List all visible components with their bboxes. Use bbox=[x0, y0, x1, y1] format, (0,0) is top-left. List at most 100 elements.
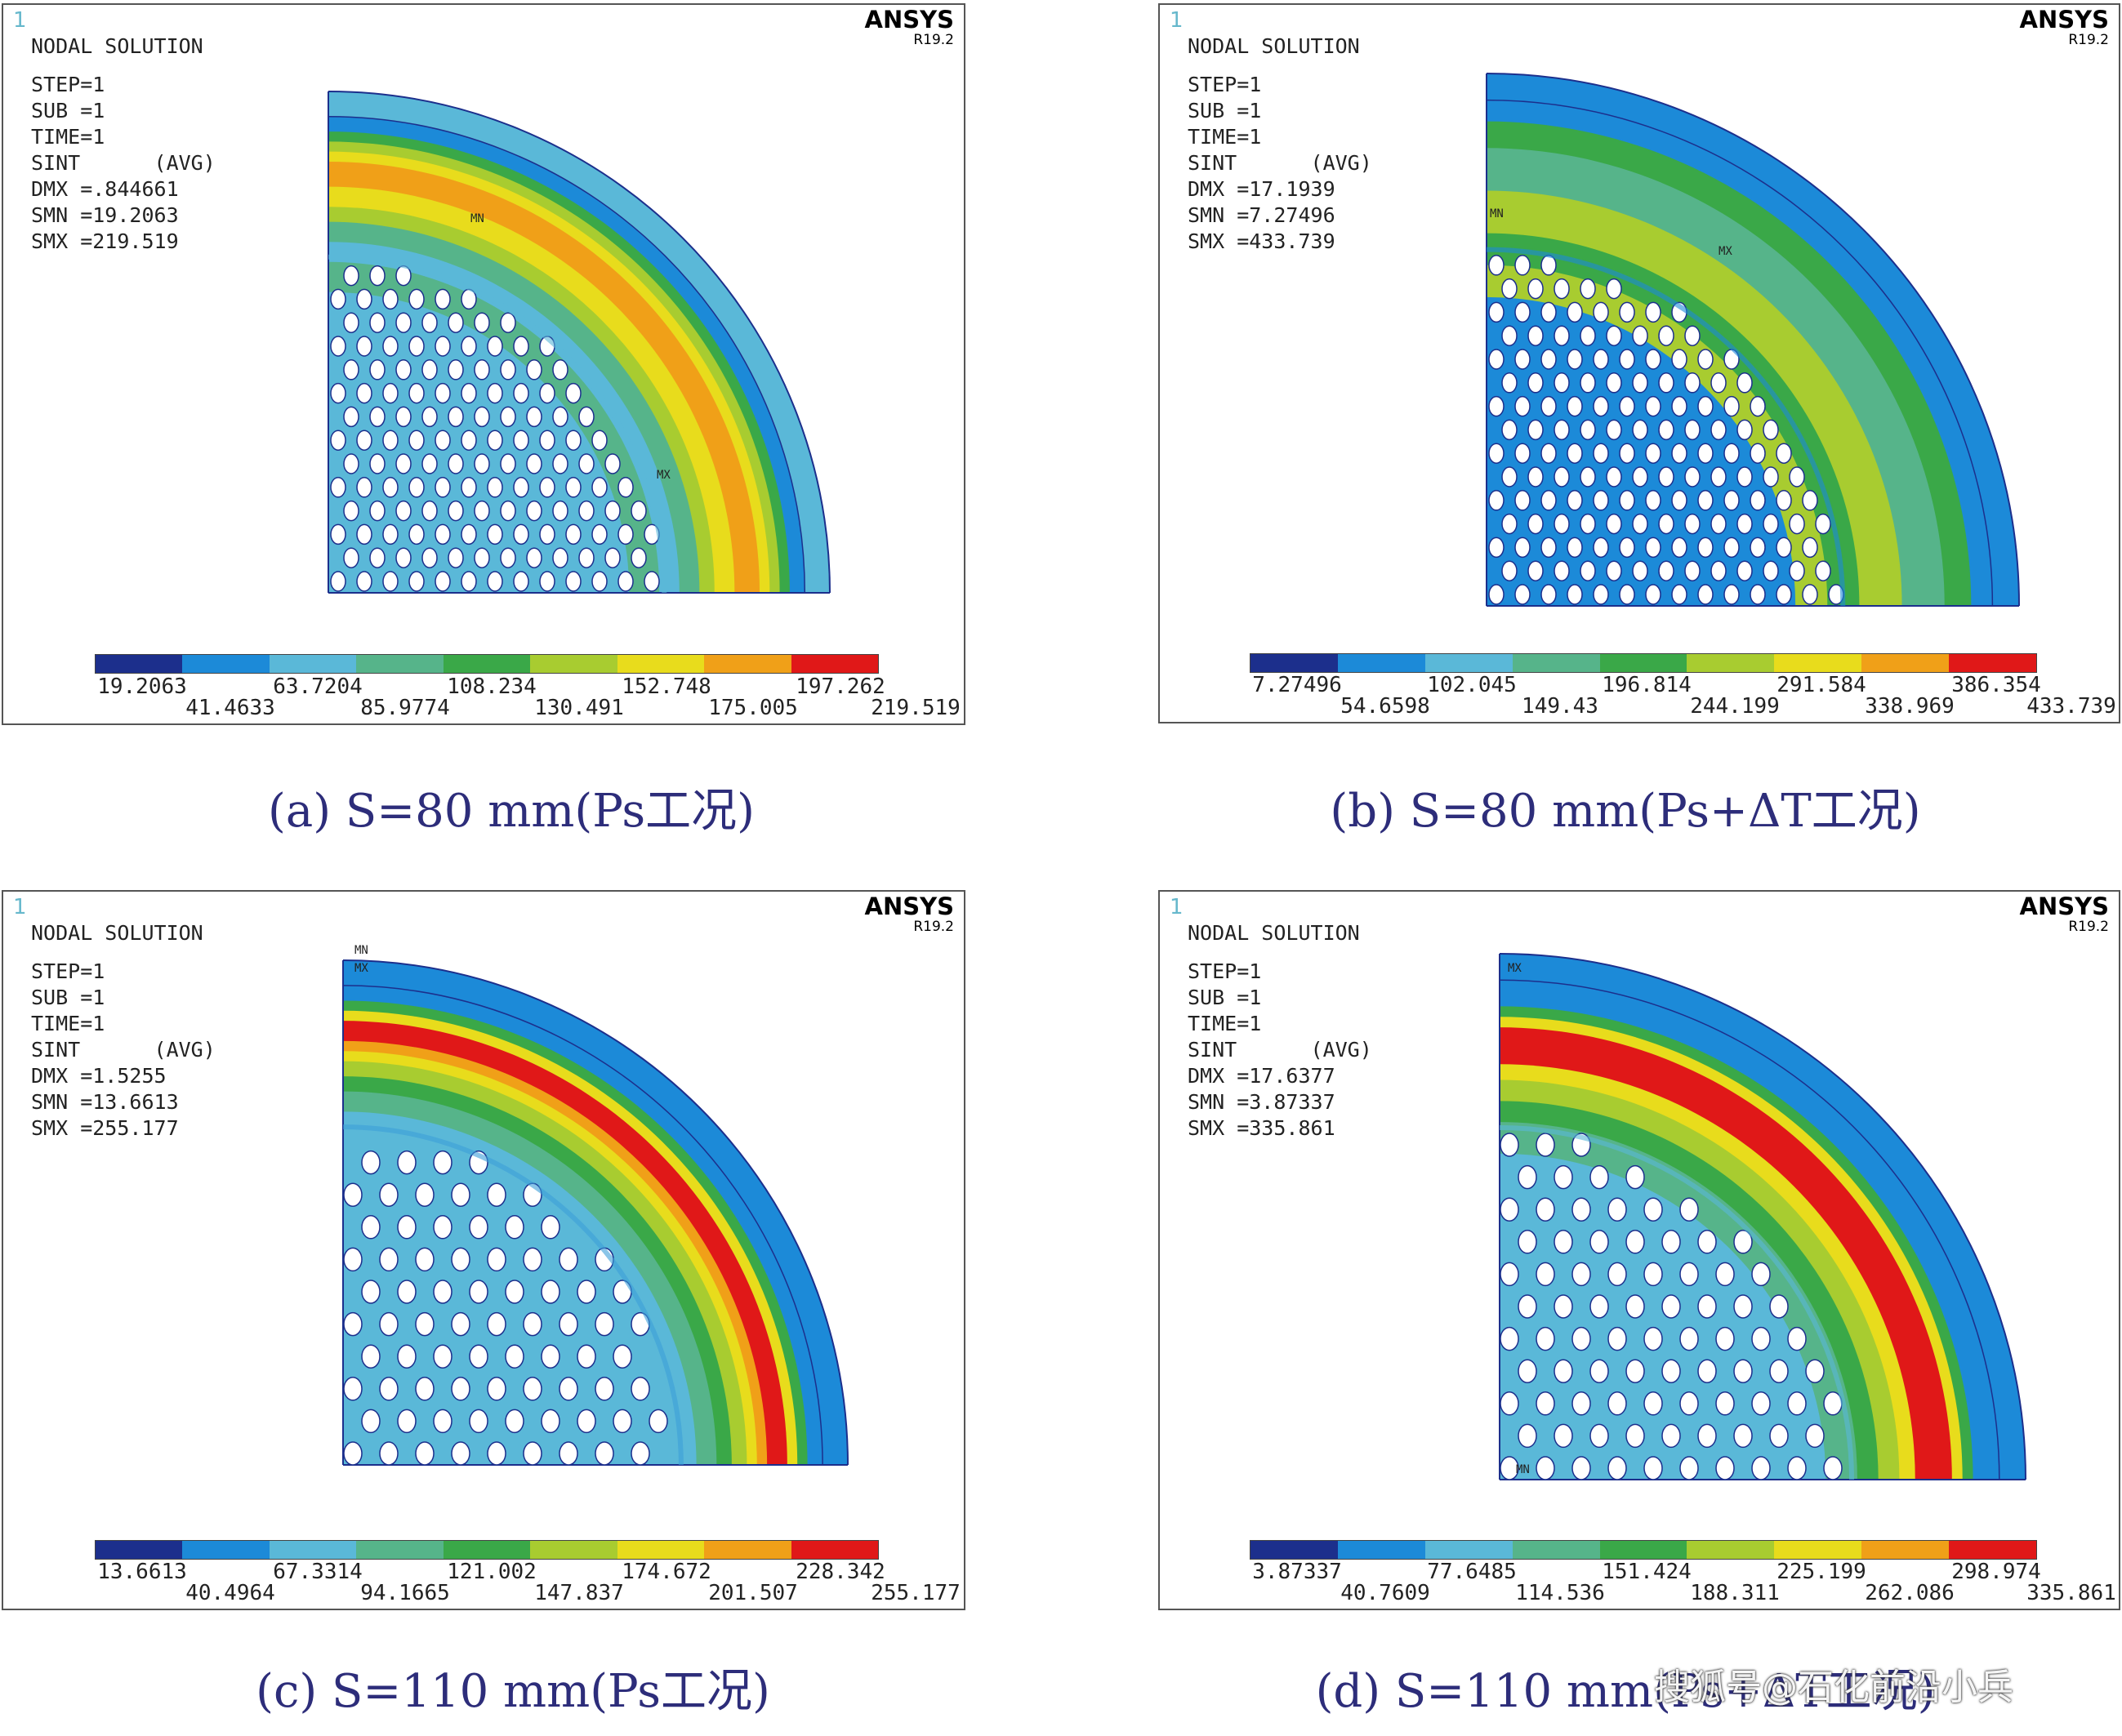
shell-outline bbox=[1499, 953, 2026, 1480]
caption-b: (b) S=80 mm(Ps+ΔT工况) bbox=[1330, 785, 1921, 838]
legend-swatch bbox=[96, 655, 183, 673]
tube-hole bbox=[1619, 584, 1635, 605]
tube-hole bbox=[631, 1441, 650, 1466]
tube-hole bbox=[565, 382, 582, 404]
tube-hole bbox=[1715, 1262, 1735, 1287]
tube-hole bbox=[552, 500, 568, 522]
info-step: STEP=1 bbox=[1188, 73, 1262, 96]
mn-marker: MN bbox=[470, 212, 484, 225]
legend-swatch bbox=[1512, 654, 1600, 672]
tube-hole bbox=[1536, 1456, 1555, 1480]
tube-hole bbox=[1540, 301, 1557, 323]
tube-hole bbox=[415, 1441, 435, 1466]
tube-hole bbox=[1488, 443, 1505, 464]
tube-hole bbox=[397, 1150, 417, 1175]
legend-tick: 201.507 bbox=[708, 1581, 798, 1605]
tube-hole bbox=[1527, 278, 1544, 300]
tube-hole bbox=[379, 1247, 399, 1272]
tube-hole bbox=[397, 1409, 417, 1434]
info-step: STEP=1 bbox=[31, 73, 105, 96]
tube-hole bbox=[435, 336, 451, 357]
mx-marker: MX bbox=[1719, 245, 1732, 258]
tube-hole bbox=[1589, 1423, 1609, 1449]
tube-hole bbox=[1679, 1326, 1699, 1351]
tube-hole bbox=[1684, 419, 1701, 441]
tube-hole bbox=[369, 547, 386, 568]
tube-hole bbox=[1514, 395, 1531, 417]
tube-hole bbox=[1536, 1262, 1555, 1287]
brand-block: ANSYS R19.2 bbox=[2020, 895, 2110, 934]
tube-hole bbox=[487, 1182, 506, 1207]
tube-hole bbox=[1750, 584, 1766, 605]
legend-tick: 298.974 bbox=[1951, 1560, 2041, 1584]
tube-hole bbox=[343, 312, 359, 333]
tube-hole bbox=[1619, 490, 1635, 511]
tube-hole bbox=[1500, 1391, 1519, 1416]
tube-hole bbox=[421, 406, 438, 428]
legend-swatch bbox=[1250, 1541, 1338, 1559]
tube-hole bbox=[1606, 278, 1622, 300]
tube-hole bbox=[1751, 1391, 1771, 1416]
contour-group bbox=[328, 91, 831, 594]
tube-hole bbox=[461, 336, 477, 357]
brand-block: ANSYS R19.2 bbox=[865, 8, 955, 47]
tube-hole bbox=[1580, 278, 1596, 300]
info-block: STEP=1 SUB =1 TIME=1 SINT (AVG) DMX =1.5… bbox=[31, 959, 216, 1142]
tube-hole bbox=[1684, 513, 1701, 535]
tube-hole bbox=[1802, 536, 1818, 559]
color-legend-bar bbox=[95, 1540, 879, 1560]
tube-hole bbox=[487, 1247, 506, 1272]
tube-hole bbox=[1593, 395, 1609, 417]
tube-hole bbox=[1536, 1133, 1555, 1157]
tube-hole bbox=[1500, 1456, 1519, 1480]
info-step: STEP=1 bbox=[1188, 959, 1262, 983]
tube-hole bbox=[539, 477, 555, 498]
tube-hole bbox=[1751, 1456, 1771, 1480]
tube-hole bbox=[487, 1377, 506, 1401]
tube-hole bbox=[1645, 395, 1661, 417]
legend-tick: 149.43 bbox=[1522, 694, 1598, 719]
tube-hole bbox=[1619, 301, 1635, 323]
tube-hole bbox=[526, 500, 542, 522]
tube-hole bbox=[1776, 536, 1792, 559]
legend-swatch bbox=[269, 1541, 357, 1559]
info-block: STEP=1 SUB =1 TIME=1 SINT (AVG) DMX =17.… bbox=[1188, 72, 1372, 255]
tube-hole bbox=[1789, 560, 1805, 581]
tube-hole bbox=[1500, 1326, 1519, 1351]
tube-hole bbox=[1715, 1326, 1735, 1351]
tube-hole bbox=[1567, 395, 1583, 417]
color-legend-bar bbox=[95, 654, 879, 674]
tube-hole bbox=[1554, 1423, 1573, 1449]
tube-hole bbox=[1527, 372, 1544, 394]
tube-hole bbox=[577, 1409, 596, 1434]
brand-version: R19.2 bbox=[2068, 32, 2109, 48]
tube-hole bbox=[1684, 372, 1701, 394]
tube-hole bbox=[448, 547, 464, 568]
tube-hole bbox=[408, 523, 425, 545]
tube-hole bbox=[361, 1215, 381, 1240]
legend-tick: 196.814 bbox=[1602, 673, 1692, 697]
tube-hole bbox=[565, 430, 582, 451]
legend-tick: 63.7204 bbox=[273, 674, 363, 699]
tube-hole bbox=[1697, 490, 1714, 511]
tube-hole bbox=[408, 382, 425, 404]
tube-hole bbox=[1540, 536, 1557, 559]
contour-group bbox=[342, 959, 849, 1466]
tube-hole bbox=[1776, 584, 1792, 605]
tube-hole bbox=[1802, 490, 1818, 511]
brand-block: ANSYS R19.2 bbox=[2020, 8, 2110, 47]
tube-hole bbox=[500, 312, 516, 333]
tube-hole bbox=[330, 382, 346, 404]
tube-hole bbox=[1643, 1391, 1663, 1416]
shell-outline bbox=[1486, 73, 2020, 607]
legend-swatch bbox=[617, 655, 705, 673]
tube-hole bbox=[469, 1280, 488, 1304]
tube-hole bbox=[1661, 1294, 1681, 1319]
info-smx: SMX =335.861 bbox=[1188, 1116, 1335, 1140]
tube-hole bbox=[395, 312, 412, 333]
tube-hole bbox=[1679, 1262, 1699, 1287]
tube-hole bbox=[382, 382, 399, 404]
legend-tick: 40.4964 bbox=[185, 1581, 275, 1605]
tube-hole bbox=[1593, 443, 1609, 464]
tube-hole bbox=[1697, 536, 1714, 559]
